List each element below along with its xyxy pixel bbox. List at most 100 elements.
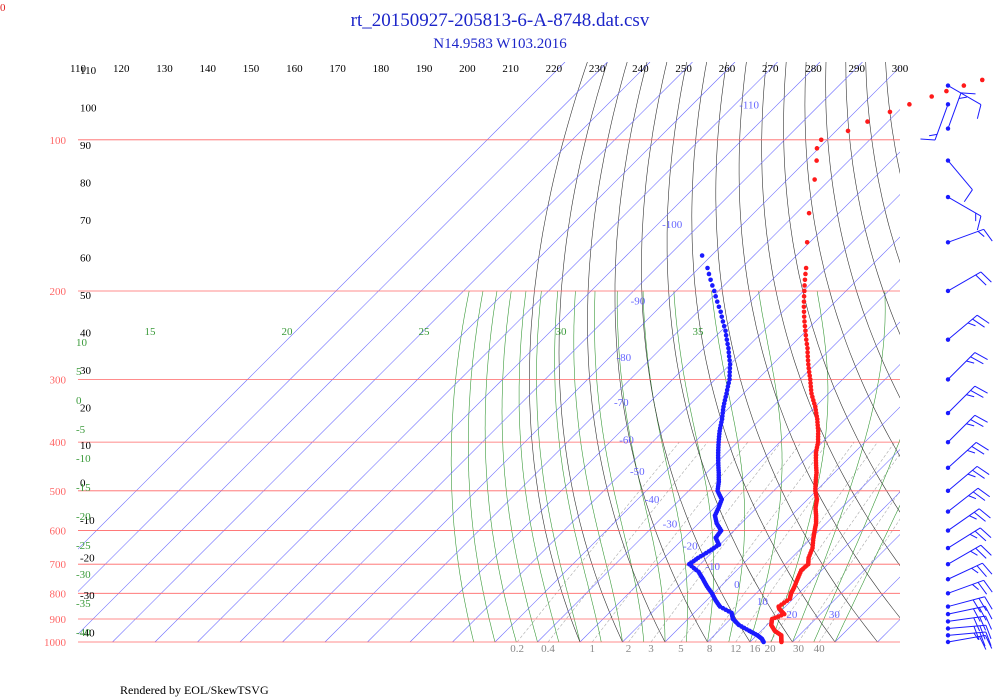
dewpoint-point (708, 277, 713, 283)
temperature-point (802, 323, 808, 329)
wind-barb-shaft (947, 562, 983, 580)
temperature-point (961, 83, 967, 88)
mixing-ratio-label: 5 (678, 643, 684, 655)
dry-adiabat-line (906, 62, 1000, 642)
isotherm-top-label: 270 (762, 63, 779, 75)
isotherm-inner-label: -110 (739, 99, 759, 111)
wind-barb (945, 487, 991, 514)
isotherm-line (749, 491, 900, 643)
pressure-label: 800 (50, 588, 67, 600)
isotherm-top-label: 300 (892, 63, 909, 75)
wind-barb-shaft (947, 442, 977, 469)
isotherm-line (324, 66, 900, 643)
dry-adiabat-label: 40 (80, 328, 92, 340)
mixing-ratio-label: 0.4 (541, 643, 555, 655)
dewpoint-point (727, 358, 732, 363)
wind-barb-flag (970, 419, 984, 428)
wind-barb-shaft (947, 487, 979, 513)
pressure-label: 600 (50, 526, 67, 538)
dry-adiabat-line (945, 62, 1000, 642)
wind-barb (945, 352, 988, 382)
wind-barb-flag (920, 138, 936, 141)
dewpoint-point (726, 350, 732, 355)
wind-barb (945, 562, 993, 582)
wind-barb-flag (967, 322, 976, 327)
dry-adiabat-label: 20 (80, 403, 92, 415)
wind-barb-flag (972, 469, 985, 479)
wind-barb-flag (972, 318, 985, 328)
moist-adiabat-line (518, 290, 560, 643)
isotherm-line (579, 321, 900, 643)
dewpoint-point (723, 332, 729, 338)
isotherm-line (367, 109, 900, 643)
dry-adiabat-line (885, 62, 900, 175)
wind-barb (945, 624, 992, 641)
isotherm-inner-label: -50 (630, 466, 645, 478)
dry-adiabat-line (614, 62, 708, 643)
dewpoint-point (711, 288, 717, 294)
isotherm-inner-label: -100 (662, 219, 683, 231)
wind-barb (945, 271, 992, 294)
mixing-ratio-label: 20 (765, 643, 777, 655)
isotherm-top-label: 150 (243, 63, 260, 75)
dry-adiabat-label: 110 (80, 65, 97, 77)
temperature-point (907, 102, 912, 107)
dry-adiabat-label: -20 (80, 553, 95, 565)
wind-barb-flag (971, 446, 985, 455)
wind-barb-flag (983, 580, 993, 593)
isotherm-inner-label: 30 (829, 609, 841, 621)
wind-barb-shaft (947, 615, 986, 622)
isotherm-top-label: 220 (546, 63, 563, 75)
mixing-ratio-line (650, 442, 802, 643)
wind-barb-flag (970, 356, 984, 365)
temperature-point (803, 332, 809, 338)
dry-adiabat-line (691, 62, 836, 643)
temperature-point (805, 358, 811, 363)
mixing-ratio-line (798, 490, 900, 643)
dry-adiabat-label: -40 (80, 628, 95, 640)
mixing-ratio-line (735, 442, 878, 643)
dewpoint-point (727, 365, 733, 371)
isotherm-line (834, 576, 900, 643)
wind-barb-shaft (934, 104, 949, 141)
temperature-point (801, 314, 807, 319)
dry-adiabat-label: 10 (80, 440, 92, 452)
dry-adiabat-line (641, 62, 751, 643)
wind-barb (945, 465, 990, 494)
isotherm-line (112, 62, 693, 643)
temperature-point (806, 362, 811, 367)
wind-barb-flag (973, 511, 986, 522)
dry-adiabat-line (587, 62, 666, 643)
wind-barb-shaft (947, 196, 982, 217)
wind-barb-shaft (947, 228, 984, 243)
wind-barb-shaft (947, 271, 982, 292)
wind-barb-flag (984, 605, 993, 620)
moist-adiabat-left-label: -20 (76, 511, 91, 523)
mixing-ratio-line (754, 442, 895, 643)
dewpoint-point (724, 337, 730, 342)
isotherm-inner-label: 0 (734, 579, 740, 591)
isobars (78, 139, 900, 643)
wind-barb-flag (969, 533, 978, 539)
wind-barb-flag (973, 626, 980, 641)
dewpoint-point (726, 354, 732, 359)
mixing-ratio-label: 16 (749, 643, 761, 655)
wind-barb-flag (982, 562, 993, 575)
wind-barb-flag (960, 92, 976, 95)
isotherm-line (664, 406, 900, 643)
isotherm-line (707, 449, 900, 643)
pressure-label: 400 (50, 437, 67, 449)
dry-adiabat-line (738, 62, 900, 619)
dewpoint-point (725, 341, 730, 347)
isotherm-top-label: 140 (200, 63, 217, 75)
dry-adiabat-line (865, 62, 900, 264)
dewpoint-point (716, 304, 722, 310)
wind-barb-flag (975, 441, 989, 451)
wind-barb-shaft (947, 634, 986, 643)
wind-barb-flag (966, 423, 975, 427)
isotherm-inner-label: -30 (663, 519, 678, 531)
dewpoint-point (727, 377, 732, 382)
temperature-point (804, 341, 810, 347)
temperature-point (814, 146, 820, 151)
dry-adiabat-label: 80 (80, 178, 92, 190)
